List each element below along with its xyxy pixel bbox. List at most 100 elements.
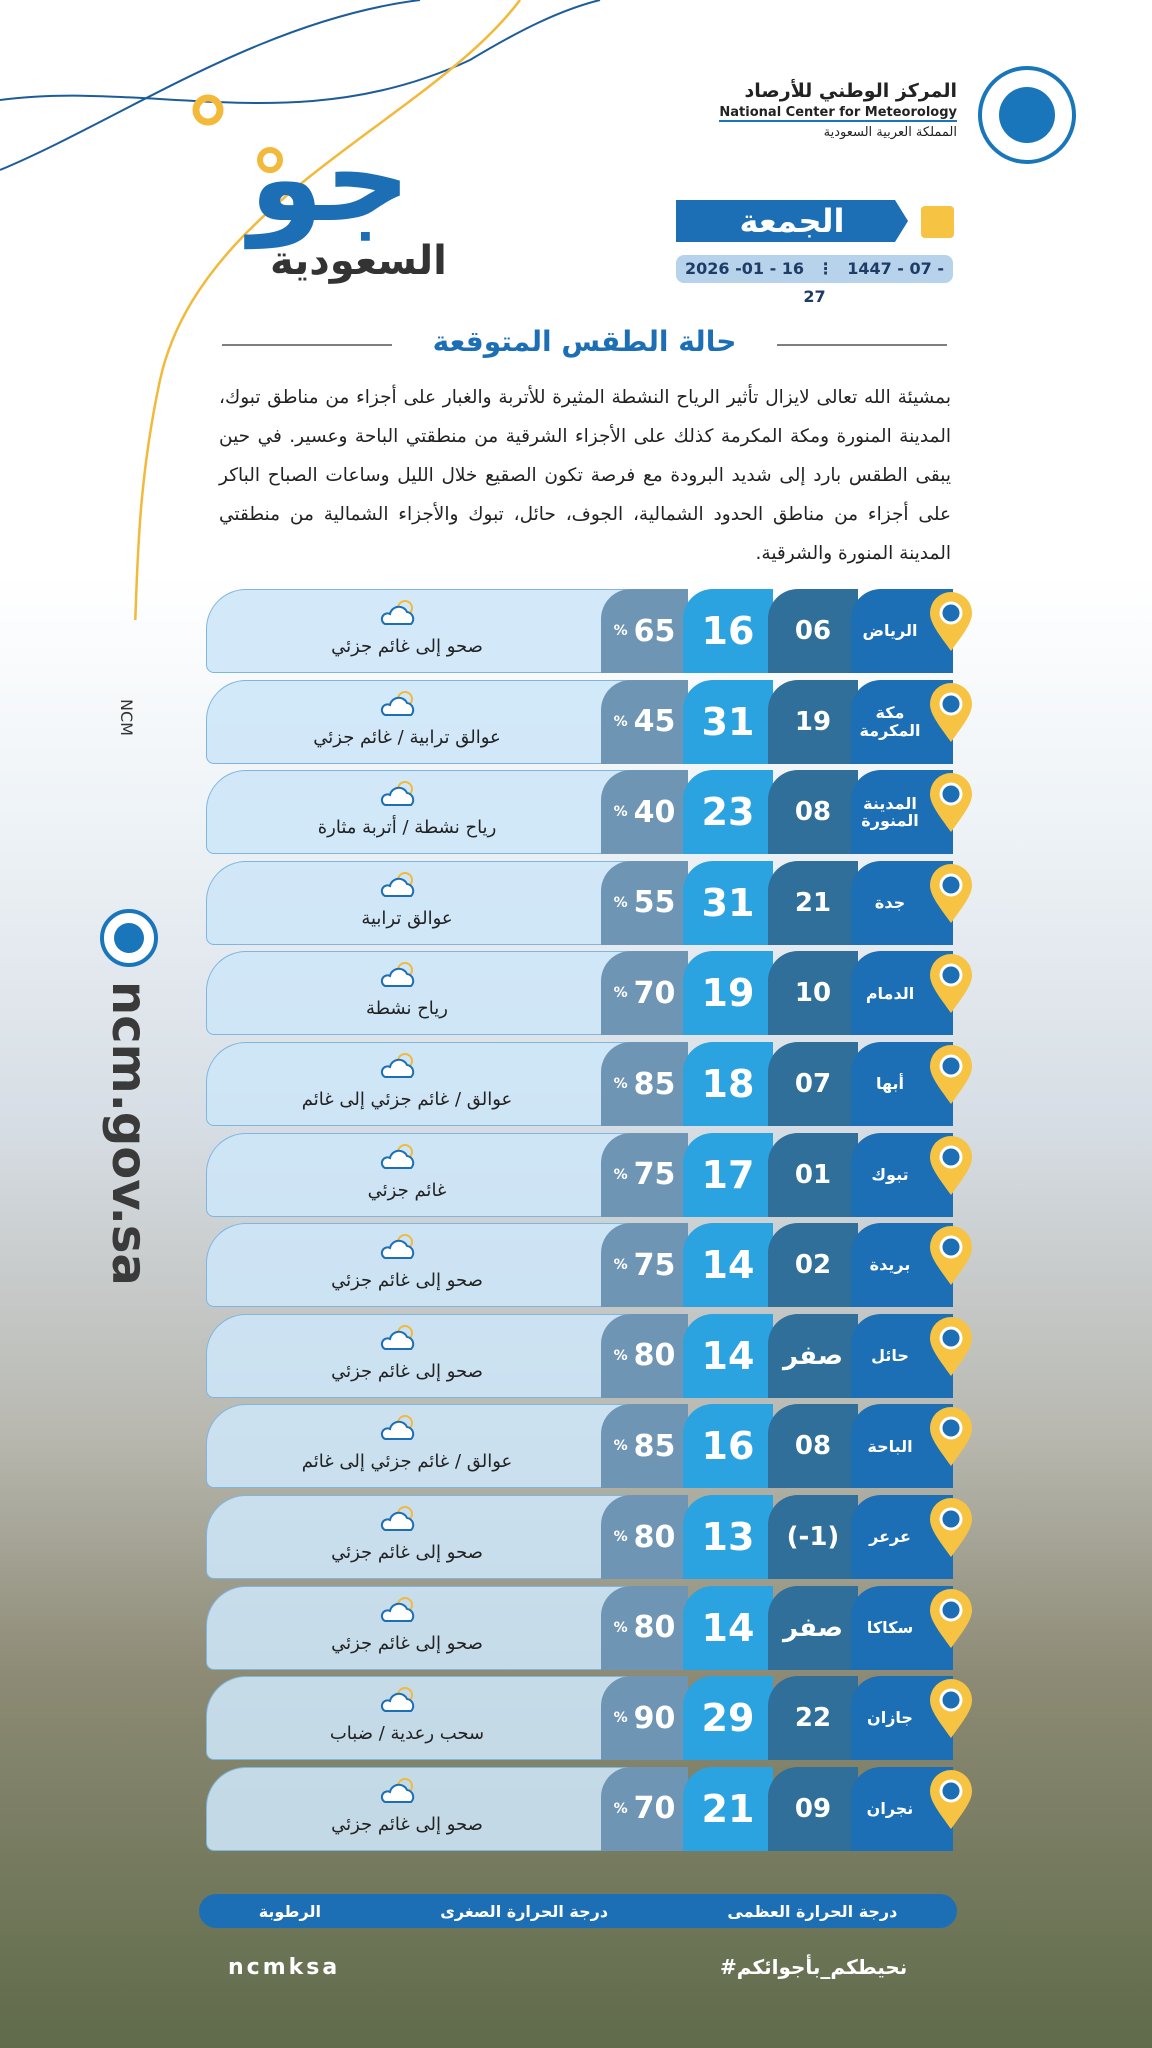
- weather-row: عوالق ترابية / غائم جزئي% 45 31 19 مكة المكر…: [206, 679, 972, 764]
- min-cell: 02: [768, 1223, 858, 1308]
- condition-cell: صحو إلى غائم جزئي: [206, 1313, 646, 1398]
- max-cell: 19: [683, 951, 773, 1036]
- humidity-cell: % 70: [601, 951, 688, 1036]
- humidity-cell: % 70: [601, 1766, 688, 1851]
- humidity: 85: [633, 1066, 676, 1102]
- pin: [928, 1588, 974, 1654]
- max-cell: 23: [683, 770, 773, 855]
- condition-icon: [377, 1595, 421, 1629]
- max-cell: 16: [683, 1404, 773, 1489]
- pin: [928, 1316, 974, 1382]
- condition-icon: [377, 1413, 421, 1447]
- condition-cell: رياح نشطة / أتربة مثارة: [206, 770, 646, 855]
- condition-icon: [377, 1504, 421, 1538]
- humidity-cell: % 80: [601, 1585, 688, 1670]
- humidity: 70: [633, 1791, 676, 1827]
- max-cell: 14: [683, 1313, 773, 1398]
- pin: [928, 772, 974, 838]
- humidity-unit: %: [613, 1438, 628, 1455]
- legend-max: درجة الحرارة العظمى: [727, 1901, 898, 1921]
- max-cell: 31: [683, 679, 773, 764]
- condition: رياح نشطة: [365, 998, 448, 1020]
- humidity-cell: % 90: [601, 1676, 688, 1761]
- humidity-cell: % 45: [601, 679, 688, 764]
- max-cell: 14: [683, 1585, 773, 1670]
- min-cell: 08: [768, 770, 858, 855]
- min-cell: 22: [768, 1676, 858, 1761]
- humidity-unit: %: [613, 1166, 628, 1183]
- section-title: حالة الطقس المتوقعة: [432, 325, 737, 358]
- country: المملكة العربية السعودية: [823, 125, 957, 140]
- condition: صحو إلى غائم جزئي: [331, 1542, 483, 1563]
- weather-row: عوالق / غائم جزئي إلى غائم% 85 18 07 أبها: [206, 1042, 972, 1126]
- side-logo: [100, 909, 158, 967]
- humidity-unit: %: [613, 623, 628, 639]
- pin: [928, 953, 974, 1019]
- min-cell: 19: [768, 679, 858, 764]
- condition-cell: رياح نشطة: [206, 951, 646, 1036]
- min-cell: 06: [768, 589, 858, 673]
- date-greg: 2026 -01 - 16: [684, 259, 805, 278]
- max-cell: 29: [683, 1676, 773, 1761]
- humidity-cell: % 85: [601, 1042, 688, 1126]
- weather-row: صحو إلى غائم جزئي% 70 21 09 نجران: [206, 1766, 972, 1851]
- humidity: 55: [633, 885, 676, 921]
- min-cell: (-1): [768, 1495, 858, 1579]
- condition: غائم جزئي: [367, 1179, 447, 1201]
- pin: [928, 682, 974, 748]
- handle: ncmksa: [228, 1955, 341, 1980]
- humidity: 75: [633, 1247, 676, 1283]
- condition-icon: [377, 1232, 421, 1266]
- humidity: 80: [633, 1519, 676, 1555]
- humidity: 85: [633, 1428, 676, 1464]
- brand-sub: السعودية: [270, 238, 447, 284]
- weather-row: صحو إلى غائم جزئي% 65 16 06 الرياض: [206, 589, 972, 673]
- legend-humidity: الرطوبة: [258, 1901, 321, 1921]
- weather-row: عوالق / غائم جزئي إلى غائم% 85 16 08 الباحة: [206, 1404, 972, 1489]
- condition-cell: عوالق / غائم جزئي إلى غائم: [206, 1404, 646, 1489]
- pin: [928, 1497, 974, 1563]
- decoration: [0, 0, 1076, 620]
- weather-row: رياح نشطة / أتربة مثارة% 40 23 08 المدينة ال…: [206, 770, 972, 855]
- condition: عوالق / غائم جزئي إلى غائم: [301, 1089, 513, 1110]
- summary: بمشيئة الله تعالى لايزال تأثير الرياح ال…: [219, 387, 951, 564]
- condition-cell: عوالق ترابية / غائم جزئي: [206, 679, 646, 764]
- condition-icon: [377, 1776, 421, 1810]
- humidity-unit: %: [613, 1710, 628, 1727]
- max-cell: 17: [683, 1132, 773, 1217]
- max-cell: 14: [683, 1223, 773, 1308]
- humidity: 75: [633, 1157, 676, 1193]
- humidity: 90: [633, 1700, 676, 1736]
- humidity-unit: %: [613, 1619, 628, 1636]
- humidity: 80: [633, 1610, 676, 1646]
- humidity-cell: % 75: [601, 1223, 688, 1308]
- pin: [928, 1406, 974, 1472]
- condition-icon: [377, 1323, 421, 1357]
- city-cell: جدة: [851, 860, 953, 945]
- weather-row: صحو إلى غائم جزئي% 80 14 صفر حائل: [206, 1313, 972, 1398]
- humidity: 80: [633, 1338, 676, 1374]
- condition: سحب رعدية / ضباب: [329, 1723, 485, 1745]
- condition-icon: [377, 689, 421, 723]
- weather-row: صحو إلى غائم جزئي% 80 13 (-1) عرعر: [206, 1495, 972, 1579]
- condition: رياح نشطة / أتربة مثارة: [317, 817, 497, 839]
- pin: [928, 591, 974, 657]
- condition-cell: صحو إلى غائم جزئي: [206, 1585, 646, 1670]
- humidity-cell: % 40: [601, 770, 688, 855]
- condition: عوالق ترابية / غائم جزئي: [313, 726, 501, 748]
- humidity: 40: [633, 794, 676, 830]
- humidity-cell: % 75: [601, 1132, 688, 1217]
- condition: صحو إلى غائم جزئي: [331, 1632, 483, 1654]
- humidity-unit: %: [613, 1800, 628, 1817]
- condition-cell: سحب رعدية / ضباب: [206, 1676, 646, 1761]
- date-bar: 2026 -01 - 16 ⋮ 1447 - 07 - 27: [684, 259, 944, 306]
- pin: [928, 1225, 974, 1291]
- min-cell: 10: [768, 951, 858, 1036]
- humidity: 70: [633, 975, 676, 1011]
- humidity-unit: %: [613, 1257, 628, 1274]
- condition-cell: صحو إلى غائم جزئي: [206, 1223, 646, 1308]
- brand: جو: [249, 110, 411, 249]
- weather-row: غائم جزئي% 75 17 01 تبوك: [206, 1132, 972, 1217]
- humidity-cell: % 55: [601, 860, 688, 945]
- pin: [928, 1769, 974, 1835]
